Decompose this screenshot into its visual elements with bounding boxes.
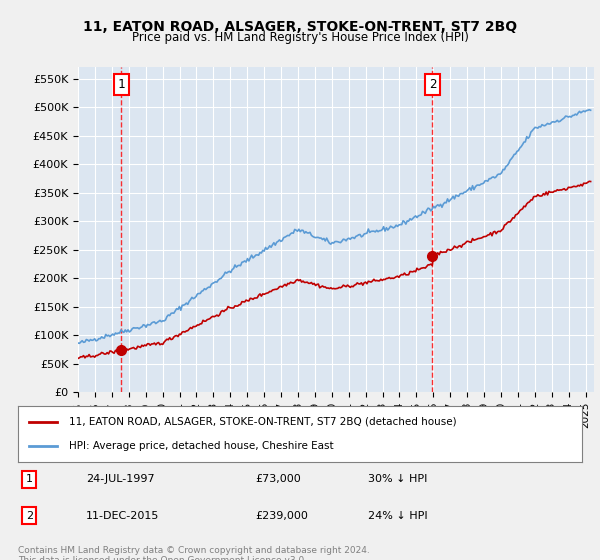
Text: HPI: Average price, detached house, Cheshire East: HPI: Average price, detached house, Ches… [69, 441, 334, 451]
Text: Price paid vs. HM Land Registry's House Price Index (HPI): Price paid vs. HM Land Registry's House … [131, 31, 469, 44]
Text: 30% ↓ HPI: 30% ↓ HPI [368, 474, 427, 484]
Text: 2: 2 [428, 78, 436, 91]
Text: 1: 1 [26, 474, 33, 484]
Text: 11, EATON ROAD, ALSAGER, STOKE-ON-TRENT, ST7 2BQ (detached house): 11, EATON ROAD, ALSAGER, STOKE-ON-TRENT,… [69, 417, 457, 427]
Text: 11-DEC-2015: 11-DEC-2015 [86, 511, 159, 521]
Text: 24-JUL-1997: 24-JUL-1997 [86, 474, 154, 484]
Text: 2: 2 [26, 511, 33, 521]
Text: Contains HM Land Registry data © Crown copyright and database right 2024.
This d: Contains HM Land Registry data © Crown c… [18, 546, 370, 560]
Text: 24% ↓ HPI: 24% ↓ HPI [368, 511, 427, 521]
Text: 1: 1 [118, 78, 125, 91]
Text: £73,000: £73,000 [255, 474, 301, 484]
Text: 11, EATON ROAD, ALSAGER, STOKE-ON-TRENT, ST7 2BQ: 11, EATON ROAD, ALSAGER, STOKE-ON-TRENT,… [83, 20, 517, 34]
Text: £239,000: £239,000 [255, 511, 308, 521]
